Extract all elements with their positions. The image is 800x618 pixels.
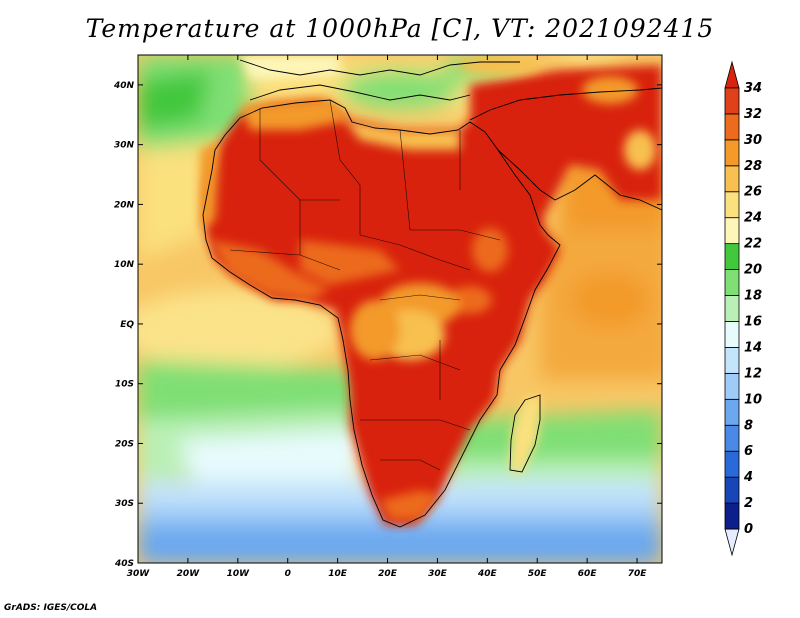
x-axis: 30W 20W 10W 0 10E 20E 30E 40E 50E 60E 70E (127, 55, 647, 579)
colorbar-label: 12 (744, 366, 762, 381)
x-tick-label: 70E (628, 569, 648, 579)
colorbar-label: 10 (744, 392, 762, 407)
colorbar-segment (724, 424, 740, 452)
colorbar-segment (724, 347, 740, 374)
x-tick-label: 30W (127, 569, 151, 579)
colorbar-segment (724, 269, 740, 296)
country-borders (229, 99, 501, 471)
colorbar-segment (724, 398, 740, 426)
map-frame (137, 54, 663, 564)
colorbar-label: 6 (744, 444, 753, 459)
x-tick-label: 20E (378, 569, 398, 579)
y-tick-label: 10N (114, 260, 135, 270)
colorbar-label: 34 (744, 81, 762, 96)
colorbar-segment (724, 191, 740, 219)
coastlines (202, 59, 662, 528)
colorbar-segment (724, 165, 740, 193)
colorbar-label: 0 (744, 522, 753, 537)
colorbar-label: 8 (744, 418, 753, 433)
colorbar-label: 16 (744, 314, 762, 329)
x-tick-label: 10E (328, 569, 348, 579)
colorbar-segment (724, 243, 740, 270)
y-tick-label: 30N (114, 141, 135, 151)
colorbar-label: 18 (744, 289, 762, 304)
colorbar-label: 24 (744, 211, 762, 226)
y-tick-label: 30S (115, 499, 134, 509)
colorbar-segment (724, 476, 740, 504)
colorbar-segment (724, 450, 740, 478)
colorbar-label: 4 (743, 470, 753, 485)
x-tick-label: 0 (285, 569, 291, 579)
y-axis: 40S 30S 20S 10S EQ 10N 20N 30N 40N (113, 81, 662, 569)
x-tick-label: 40E (477, 569, 498, 579)
x-tick-label: 30E (428, 569, 448, 579)
credit-label: GrADS: IGES/COLA (4, 603, 98, 613)
colorbar-label: 14 (744, 340, 762, 355)
y-tick-label: 10S (115, 380, 134, 390)
y-tick-label: 20N (114, 200, 135, 210)
colorbar-min-triangle (724, 528, 740, 557)
colorbar-segment (724, 321, 740, 348)
y-tick-label: 40N (113, 81, 135, 91)
y-tick-label: 40S (114, 559, 134, 569)
colorbar-label: 32 (744, 107, 762, 122)
colorbar-segment (724, 372, 740, 400)
y-tick-label: 20S (115, 439, 134, 449)
x-tick-label: 60E (578, 569, 598, 579)
colorbar-label: 28 (744, 159, 762, 174)
y-tick-label: EQ (120, 320, 134, 330)
colorbar-segment (724, 113, 740, 141)
colorbar-max-triangle (724, 60, 740, 89)
colorbar-segment (724, 217, 740, 245)
x-tick-label: 50E (528, 569, 548, 579)
colorbar-label: 22 (744, 237, 762, 252)
colorbar-segment (724, 87, 740, 115)
colorbar-segment (724, 502, 740, 530)
colorbar-label: 2 (744, 496, 753, 511)
map-title: Temperature at 1000hPa [C], VT: 20210924… (85, 14, 715, 43)
x-tick-label: 10W (227, 569, 251, 579)
colorbar-label: 30 (744, 133, 762, 148)
x-tick-label: 20W (177, 569, 201, 579)
colorbar-label: 26 (744, 185, 762, 200)
temperature-field (138, 55, 662, 563)
colorbar-segment (724, 139, 740, 167)
colorbar-label: 20 (744, 263, 762, 278)
colorbar-segment (724, 295, 740, 322)
